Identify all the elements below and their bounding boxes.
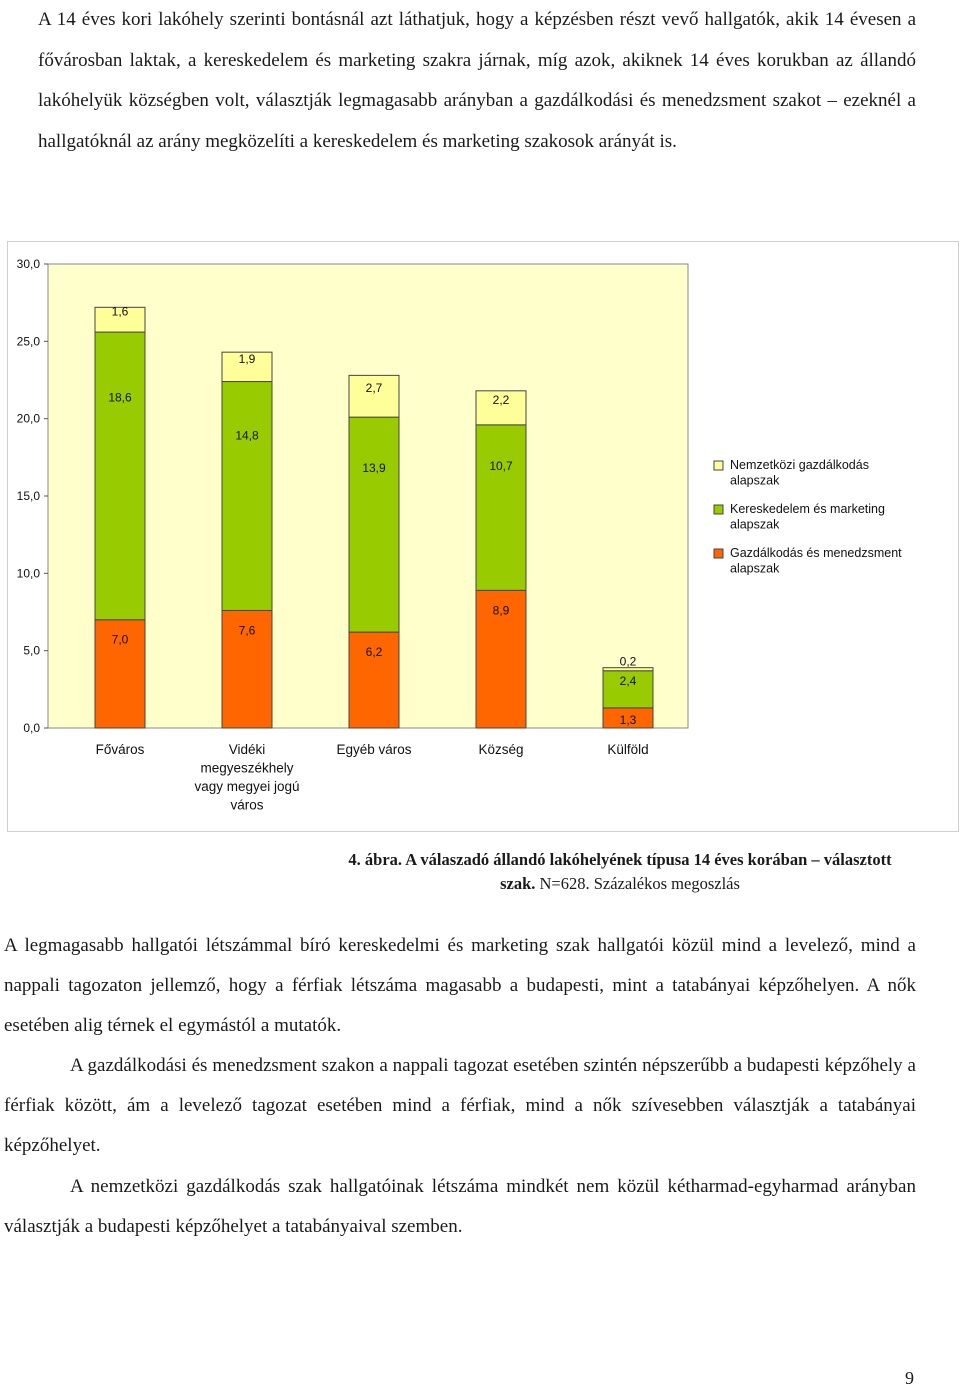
paragraph-2-text: A gazdálkodási és menedzsment szakon a n… (4, 1055, 916, 1157)
intro-paragraph: A 14 éves kori lakóhely szerinti bontásn… (38, 9, 916, 152)
category-label-line: Vidéki (229, 742, 266, 757)
bar-segment (221, 351, 273, 383)
category-label-line: város (230, 798, 263, 813)
data-label: 10,7 (489, 459, 513, 473)
y-tick-label: 25,0 (17, 334, 41, 348)
paragraph-1: A legmagasabb hallgatói létszámmal bíró … (4, 935, 916, 1037)
y-tick-label: 10,0 (17, 566, 41, 580)
y-tick-label: 20,0 (17, 412, 41, 426)
bar-segment (348, 631, 400, 729)
category-label-line: Külföld (607, 742, 648, 757)
caption-note: N=628. Százalékos megoszlás (535, 874, 740, 893)
y-tick-label: 30,0 (17, 257, 41, 271)
y-tick-label: 0,0 (23, 721, 40, 735)
bar-segment (348, 416, 400, 633)
category-label-line: Község (478, 742, 523, 757)
stacked-bar-chart: 0,0 5,0 10,0 15,0 20,0 25,0 30,0 7,0 18,6 1,6 7,6 1… (7, 241, 959, 832)
bar-segment (94, 306, 146, 333)
chart-canvas: 0,0 5,0 10,0 15,0 20,0 25,0 30,0 7,0 18,6 1,6 7,6 1… (17, 257, 903, 813)
paragraph-2: A gazdálkodási és menedzsment szakon a n… (4, 1046, 916, 1167)
category-label: Vidéki megyeszékhely vagy megyei jogú vá… (194, 742, 299, 813)
data-label: 1,3 (620, 713, 637, 727)
category-label-line: Egyéb város (336, 742, 411, 757)
legend-label: Kereskedelem és marketing alapszakKeresk… (730, 502, 885, 532)
legend-label-line: alapszak (730, 562, 780, 576)
bar-segment (602, 670, 654, 709)
category-label: Község Község (478, 742, 523, 757)
legend-label-line: Gazdálkodás és menedzsment (730, 546, 902, 560)
data-label: 0,2 (620, 655, 637, 669)
category-label-line: vagy megyei jogú (194, 779, 299, 794)
bar-segment (475, 589, 527, 729)
data-label: 1,6 (112, 305, 129, 319)
data-label: 2,2 (493, 393, 510, 407)
legend-label-line: alapszak (730, 474, 780, 488)
bar-segment (475, 424, 527, 591)
bar-segment (221, 609, 273, 729)
legend-swatch (713, 504, 724, 515)
legend-label: Gazdálkodás és menedzsment alapszakGazdá… (730, 546, 902, 576)
bar-segment (94, 331, 146, 621)
paragraph-3-text: A nemzetközi gazdálkodás szak hallgatóin… (4, 1176, 916, 1238)
y-tick-label: 15,0 (17, 489, 41, 503)
legend-swatch (713, 460, 724, 471)
category-label-line: megyeszékhely (200, 761, 293, 776)
legend-label-line: Kereskedelem és marketing (730, 502, 885, 516)
data-label: 1,9 (239, 352, 256, 366)
data-label: 2,4 (620, 674, 637, 688)
page-number: 9 (905, 1368, 914, 1388)
legend-label-line: Nemzetközi gazdálkodás (730, 458, 869, 472)
category-label-line: Főváros (96, 742, 145, 757)
legend-swatch (713, 548, 724, 559)
bar-segment (94, 619, 146, 729)
figure-caption: 4. ábra. A válaszadó állandó lakóhelyéne… (330, 848, 910, 896)
data-label: 7,6 (239, 623, 256, 637)
data-label: 8,9 (493, 603, 510, 617)
caption-title: 4. ábra. A válaszadó állandó lakóhelyéne… (348, 850, 892, 893)
y-tick-label: 5,0 (23, 644, 40, 658)
bar-segment (475, 390, 527, 426)
data-label: 14,8 (235, 428, 259, 442)
bar-segment (348, 374, 400, 418)
bar-segment (602, 667, 654, 672)
category-label: FővárosFőváros (96, 742, 145, 757)
data-label: 2,7 (366, 381, 383, 395)
bar-segment (221, 381, 273, 611)
data-label: 13,9 (362, 461, 386, 475)
legend-label-line: alapszak (730, 518, 780, 532)
category-label: Külföld Külföld (607, 742, 648, 757)
data-label: 18,6 (108, 391, 132, 405)
paragraph-3: A nemzetközi gazdálkodás szak hallgatóin… (4, 1167, 916, 1247)
data-label: 6,2 (366, 645, 383, 659)
data-label: 7,0 (112, 633, 129, 647)
legend-label: Nemzetközi gazdálkodás alapszakNemzetköz… (730, 458, 869, 488)
